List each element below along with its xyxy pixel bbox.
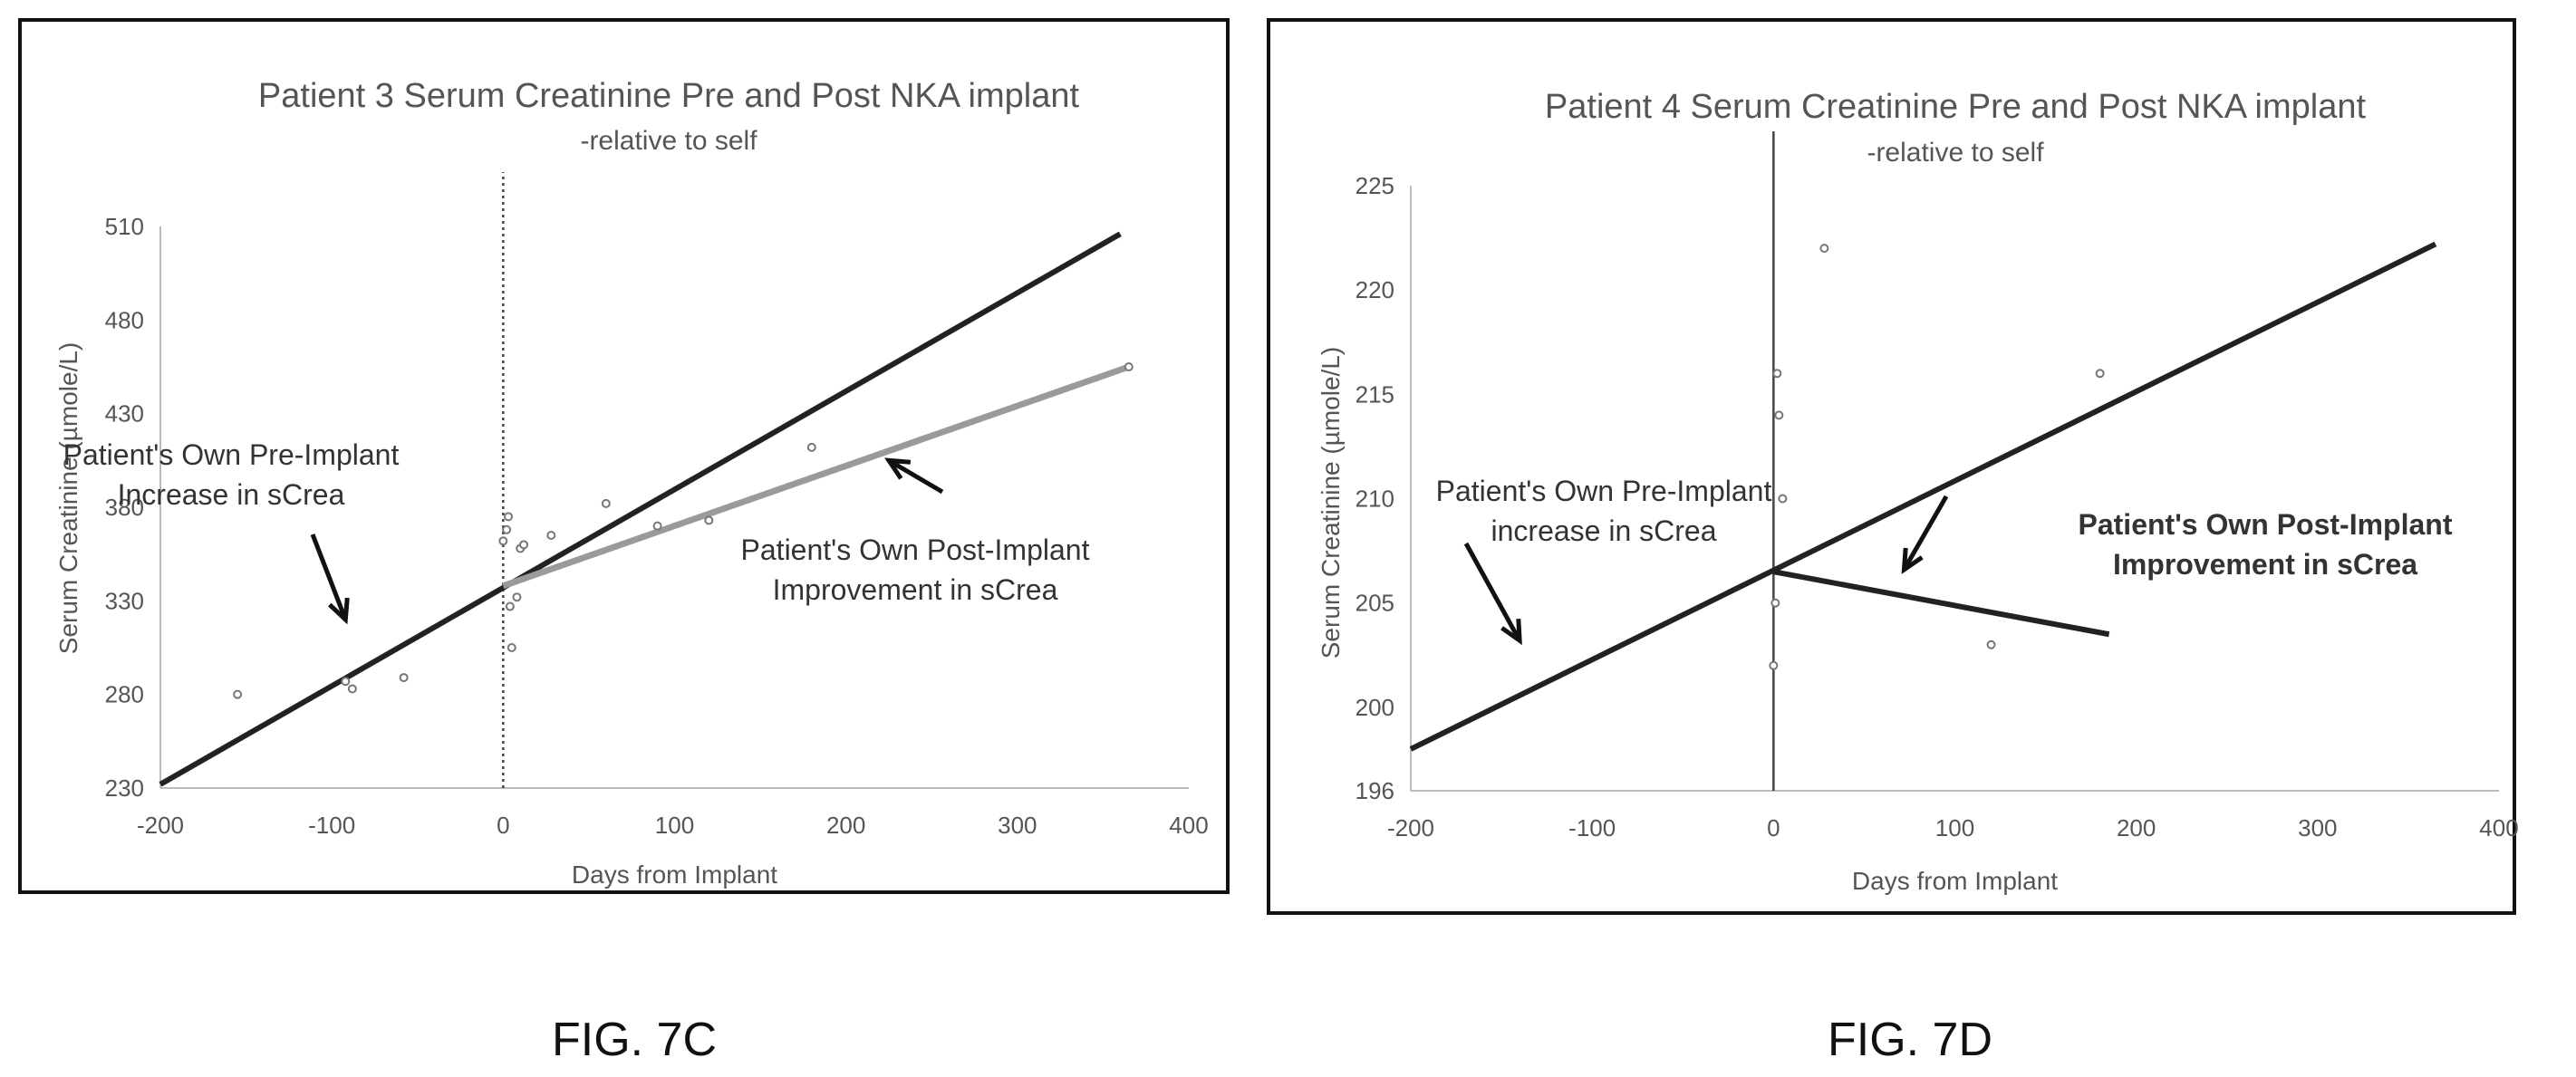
trend-line-2: [502, 363, 1130, 590]
y-tick-label: 205: [1356, 590, 1394, 617]
x-tick-label: 200: [2117, 814, 2156, 841]
x-tick-label: 300: [2298, 814, 2337, 841]
chart-subtitle: -relative to self: [580, 126, 757, 156]
chart-subtitle: -relative to self: [1867, 138, 2044, 168]
y-tick-label: 200: [1356, 694, 1394, 721]
data-point: [1778, 494, 1788, 504]
annotation-arrow-shaft: [1463, 542, 1522, 642]
data-point: [1774, 410, 1784, 420]
annotation-text: Improvement in sCrea: [2113, 548, 2417, 581]
data-point: [1819, 244, 1829, 254]
data-point: [806, 442, 816, 452]
x-tick-label: -100: [1568, 814, 1616, 841]
x-tick-label: 400: [1169, 812, 1208, 839]
y-tick-label: 215: [1356, 380, 1394, 408]
x-tick-label: 200: [826, 812, 865, 839]
y-tick-label: 196: [1356, 777, 1394, 804]
y-tick-label: 330: [105, 587, 144, 614]
annotation-arrow-shaft: [1902, 495, 1949, 572]
annotation-arrow-shaft: [887, 458, 944, 495]
data-point: [1772, 369, 1782, 379]
data-point: [1124, 362, 1134, 371]
data-point: [652, 521, 662, 531]
data-point: [704, 515, 714, 525]
trend-line-2: [1772, 569, 2110, 638]
data-point: [507, 643, 516, 652]
x-tick-label: -200: [137, 812, 184, 839]
y-axis-label: Serum Creatinine (µmole/L): [1317, 347, 1345, 659]
chart-frame: [1267, 18, 2516, 915]
data-point: [546, 531, 556, 540]
trend-line-1: [1409, 241, 2437, 752]
y-tick-label: 510: [105, 213, 144, 240]
annotation-text: increase in sCrea: [1491, 514, 1717, 547]
chart-title: Patient 3 Serum Creatinine Pre and Post …: [258, 77, 1080, 115]
data-point: [347, 684, 357, 694]
annotation-text: Patient's Own Post-Implant: [2079, 508, 2453, 541]
data-point: [1986, 639, 1996, 649]
chart-panel-1: Patient 3 Serum Creatinine Pre and Post …: [18, 18, 1230, 894]
data-point: [519, 540, 529, 550]
y-tick-label: 480: [105, 306, 144, 333]
annotation-text: Patient's Own Pre-Implant: [63, 438, 400, 471]
y-tick-label: 430: [105, 400, 144, 428]
annotation-arrow-head: [884, 457, 912, 480]
x-tick-label: -100: [308, 812, 355, 839]
chart-panel-2: Patient 4 Serum Creatinine Pre and Post …: [1267, 18, 2519, 915]
data-point: [505, 601, 515, 611]
trend-line-1: [159, 231, 1122, 787]
x-tick-label: 100: [1935, 814, 1974, 841]
x-tick-label: 100: [655, 812, 694, 839]
y-axis-label: Serum Creatinine (µmole/L): [54, 342, 82, 654]
x-tick-label: 0: [1767, 814, 1780, 841]
annotation-arrow-head: [1901, 547, 1924, 574]
data-point: [341, 677, 351, 687]
data-point: [498, 536, 508, 546]
annotation-arrow-head: [1500, 619, 1522, 646]
annotation-arrow-shaft: [310, 534, 348, 620]
y-tick-label: 280: [105, 681, 144, 708]
data-point: [512, 592, 522, 602]
x-tick-label: 300: [998, 812, 1037, 839]
data-point: [1769, 660, 1779, 670]
x-axis-label: Days from Implant: [572, 861, 777, 889]
y-tick-label: 230: [105, 774, 144, 802]
y-tick-label: 380: [105, 494, 144, 521]
data-point: [233, 689, 243, 699]
y-tick-label: 210: [1356, 486, 1394, 513]
data-point: [601, 498, 611, 508]
data-point: [399, 673, 409, 683]
annotation-arrow-head: [328, 597, 350, 625]
annotation-text: Patient's Own Post-Implant: [741, 534, 1090, 566]
y-tick-label: 225: [1356, 172, 1394, 199]
chart-title: Patient 4 Serum Creatinine Pre and Post …: [1545, 88, 2367, 126]
annotation-text: Improvement in sCrea: [773, 573, 1058, 606]
data-point: [504, 512, 514, 522]
x-axis-label: Days from Implant: [1852, 867, 2058, 895]
annotation-text: Patient's Own Pre-Implant: [1436, 475, 1772, 507]
data-point: [2095, 369, 2105, 379]
x-tick-label: -200: [1387, 814, 1434, 841]
data-point: [502, 524, 512, 534]
x-tick-label: 400: [2479, 814, 2518, 841]
annotation-text: Increase in sCrea: [118, 478, 345, 511]
y-tick-label: 220: [1356, 276, 1394, 303]
figure-caption-7c: FIG. 7C: [551, 1014, 718, 1066]
figure-caption-7d: FIG. 7D: [1827, 1014, 1993, 1066]
x-tick-label: 0: [497, 812, 509, 839]
data-point: [1770, 598, 1780, 608]
